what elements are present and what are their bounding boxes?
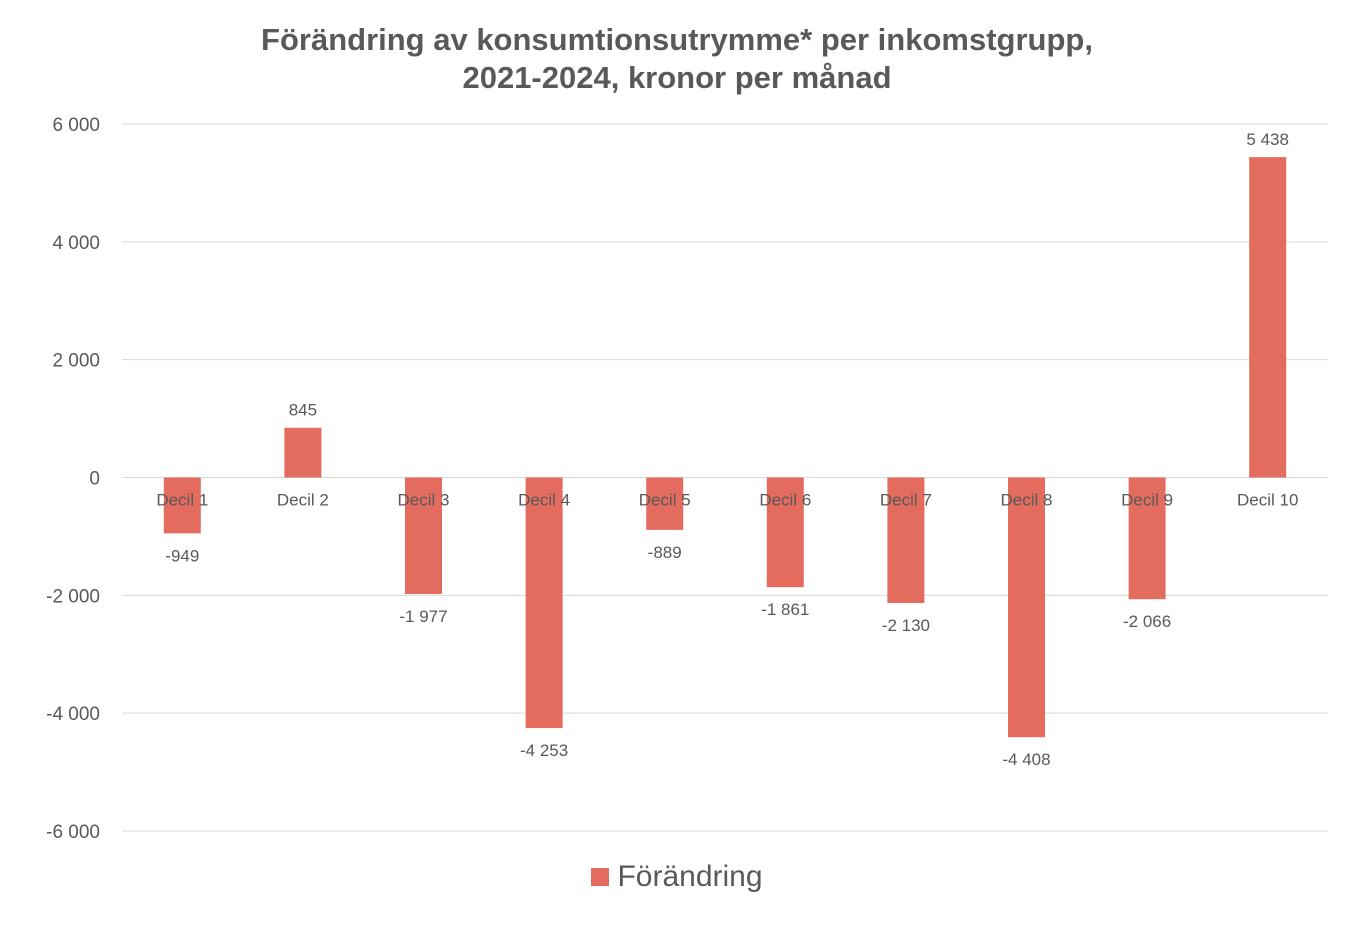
bar xyxy=(1128,477,1166,600)
bar xyxy=(163,477,201,534)
bar xyxy=(887,477,925,603)
data-label: -949 xyxy=(165,546,199,565)
y-tick-label: 4 000 xyxy=(52,233,100,254)
x-tick-label: Decil 7 xyxy=(880,491,932,510)
x-tick-label: Decil 1 xyxy=(156,491,208,510)
chart-title-line-2: 2021-2024, kronor per månad xyxy=(462,60,892,95)
data-label: -2 130 xyxy=(882,616,930,635)
bar xyxy=(284,427,322,478)
bar xyxy=(646,477,684,530)
x-tick-label: Decil 10 xyxy=(1237,491,1298,510)
bar xyxy=(405,477,442,594)
data-label: -4 253 xyxy=(520,741,568,760)
legend-swatch xyxy=(591,868,610,886)
bar xyxy=(525,477,563,729)
data-label: 845 xyxy=(289,401,317,420)
x-tick-label: Decil 5 xyxy=(639,491,691,510)
chart-title-line-1: Förändring av konsumtionsutrymme* per in… xyxy=(261,22,1093,57)
legend-label: Förändring xyxy=(617,860,763,893)
x-tick-label: Decil 4 xyxy=(518,491,570,510)
bar xyxy=(766,477,804,588)
y-tick-label: 0 xyxy=(89,469,100,490)
x-tick-label: Decil 2 xyxy=(277,491,329,510)
y-tick-label: -6 000 xyxy=(46,822,100,843)
x-tick-label: Decil 8 xyxy=(1001,491,1053,510)
x-tick-label: Decil 3 xyxy=(398,491,450,510)
bar xyxy=(1008,477,1045,738)
data-label: 5 438 xyxy=(1246,130,1289,149)
data-label: -1 861 xyxy=(761,600,809,619)
data-label: -2 066 xyxy=(1123,612,1171,631)
data-label: -1 977 xyxy=(399,607,447,626)
y-tick-label: -2 000 xyxy=(46,586,100,607)
y-tick-label: 6 000 xyxy=(52,115,100,136)
data-label: -889 xyxy=(648,543,682,562)
legend: Förändring xyxy=(0,860,1354,894)
y-tick-label: 2 000 xyxy=(52,351,100,372)
bar xyxy=(1249,157,1287,478)
x-tick-label: Decil 6 xyxy=(759,491,811,510)
data-label: -4 408 xyxy=(1002,750,1050,769)
x-tick-label: Decil 9 xyxy=(1121,491,1173,510)
y-tick-label: -4 000 xyxy=(46,704,100,725)
